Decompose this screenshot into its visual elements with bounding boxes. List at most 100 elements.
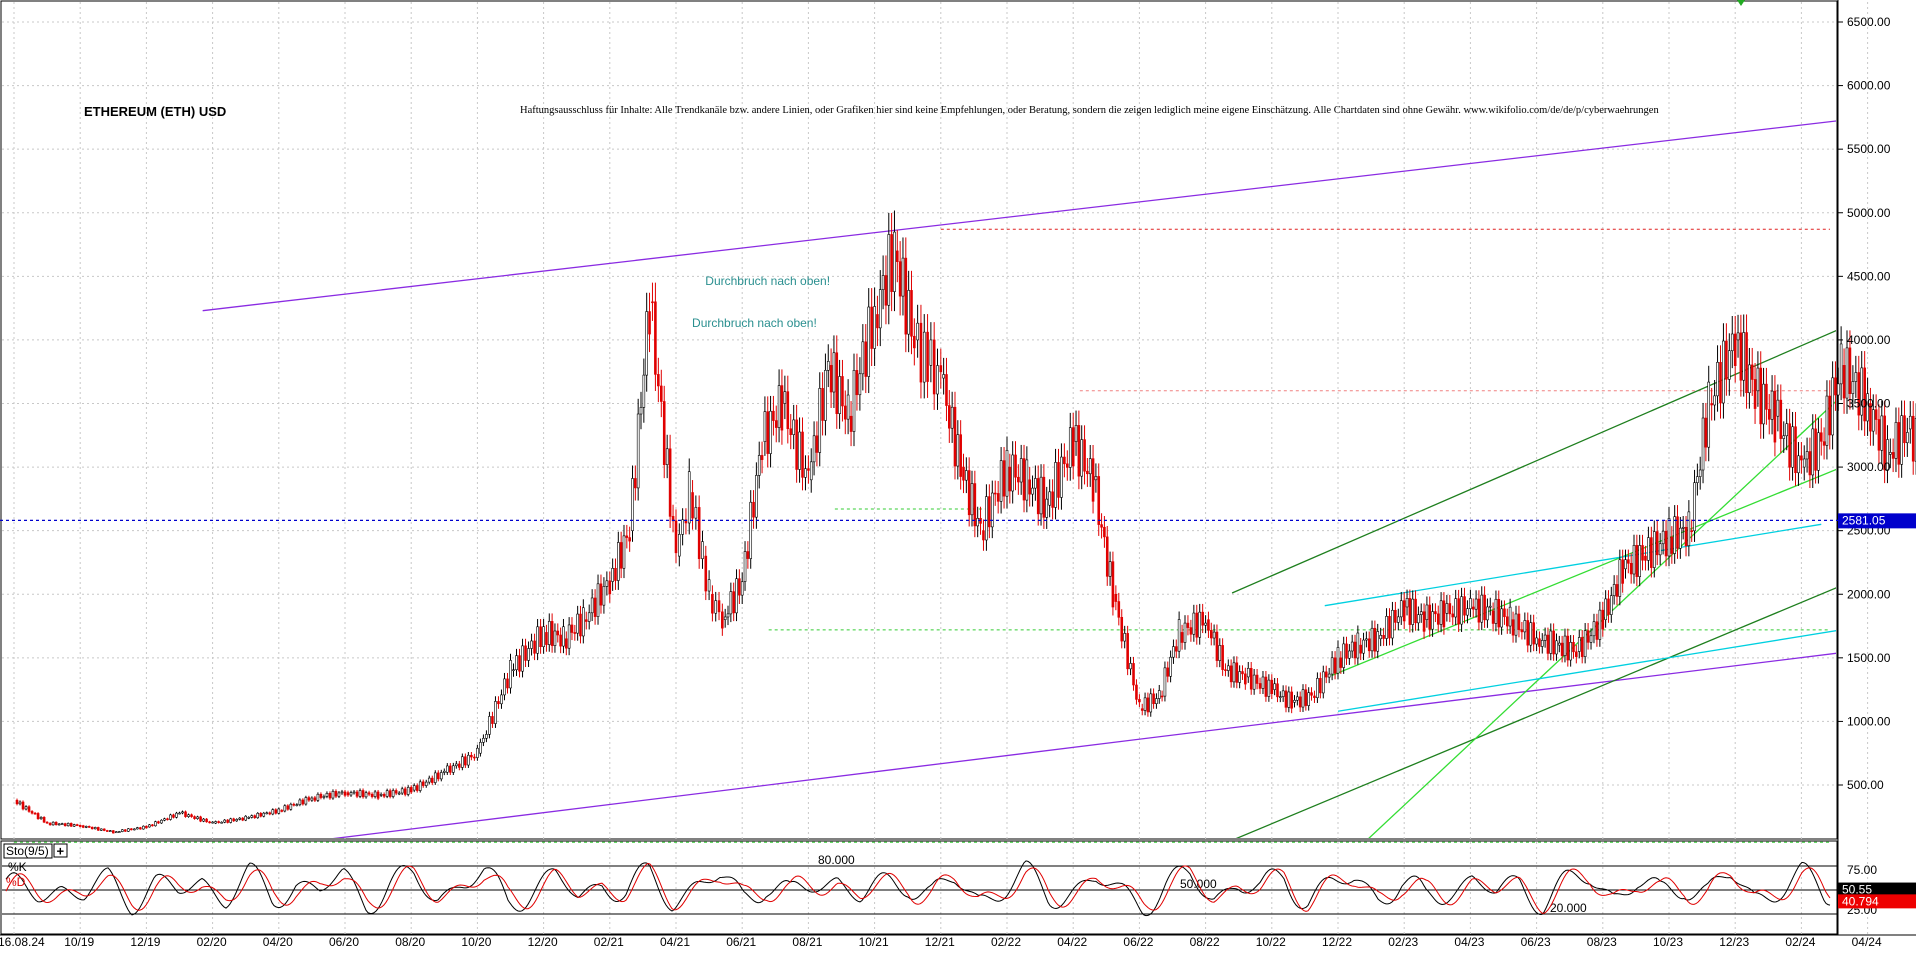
candle-body	[1327, 673, 1331, 678]
trend-lines	[202, 120, 1836, 838]
candle-body	[898, 261, 902, 297]
candle-body	[124, 829, 127, 832]
candle-body	[1900, 415, 1903, 465]
candle-body	[749, 501, 753, 559]
candle-body	[1641, 545, 1644, 561]
candle-body	[1903, 415, 1906, 444]
oscillator-add-button[interactable]	[53, 843, 68, 858]
trend-line	[1337, 630, 1836, 712]
candle-body	[1782, 435, 1786, 439]
candle-body	[142, 825, 145, 830]
candle-body	[1866, 393, 1869, 422]
candle-body	[913, 335, 916, 349]
candle-body	[1224, 669, 1227, 671]
candle-body	[636, 413, 640, 489]
horizontal-levels	[14, 228, 1830, 843]
candle-body	[127, 828, 130, 832]
candle-body	[280, 810, 284, 812]
candle-body	[1039, 476, 1043, 515]
candle-body	[993, 492, 997, 495]
candle-body	[1273, 683, 1276, 690]
candle-body	[634, 478, 637, 489]
candle-body	[48, 822, 52, 826]
candle-body	[1667, 518, 1671, 557]
candle-body	[1287, 691, 1291, 708]
stoch-d-line	[5, 862, 1831, 914]
candle-body	[1698, 469, 1702, 477]
candle-body	[967, 470, 971, 516]
candle-body	[611, 568, 614, 582]
candle-body	[838, 376, 841, 414]
candle-body	[1017, 476, 1020, 483]
candle-body	[121, 829, 124, 832]
candle-body	[988, 496, 991, 528]
candle-body	[1612, 584, 1616, 596]
candle-body	[1491, 610, 1495, 624]
candle-body	[605, 580, 609, 587]
candle-body	[476, 747, 479, 758]
candle-body	[1183, 622, 1187, 643]
candle-body	[66, 823, 70, 827]
candle-body	[400, 788, 404, 794]
candle-body	[39, 816, 43, 820]
oscillator-name-box	[3, 843, 53, 859]
candle-body	[1463, 596, 1466, 616]
candle-body	[1701, 417, 1705, 471]
candle-body	[452, 765, 455, 773]
candle-body	[175, 812, 178, 818]
candle-body	[1466, 608, 1469, 616]
trend-line	[1368, 400, 1836, 838]
candle-body	[1350, 641, 1354, 652]
candle-body	[1526, 620, 1530, 646]
candle-body	[1460, 596, 1463, 625]
candle-body	[829, 365, 833, 393]
candle-body	[942, 374, 945, 379]
candle-body	[337, 792, 341, 797]
candle-body	[102, 828, 106, 831]
candle-body	[1785, 423, 1788, 437]
candle-body	[878, 289, 882, 329]
candle-body	[1439, 600, 1443, 625]
x-tick-label: 06/23	[1521, 935, 1551, 948]
candle-body	[1713, 395, 1716, 406]
candle-body	[307, 797, 311, 801]
candle-body	[1497, 598, 1501, 628]
candle-body	[1146, 697, 1150, 713]
candle-body	[334, 791, 338, 797]
candle-body	[1808, 451, 1812, 476]
candle-body	[1031, 487, 1034, 495]
candle-body	[1152, 693, 1155, 705]
x-tick-label: 10/19	[64, 935, 94, 948]
candle-body	[1742, 332, 1746, 381]
candle-body	[1730, 333, 1734, 352]
candle-body	[78, 824, 82, 827]
candle-body	[1365, 638, 1368, 641]
candle-body	[81, 825, 85, 828]
candle-body	[1140, 708, 1144, 711]
candle-body	[841, 376, 844, 407]
candle-body	[241, 817, 244, 821]
candle-body	[96, 827, 100, 831]
candle-body	[343, 791, 347, 796]
candle-body	[1442, 600, 1446, 628]
candle-body	[442, 770, 446, 773]
candle-body	[1607, 598, 1610, 615]
trend-line	[1231, 329, 1836, 594]
candle-body	[319, 793, 323, 798]
candle-body	[253, 815, 257, 819]
candle-body	[861, 341, 865, 375]
candle-body	[962, 466, 965, 481]
candle-body	[619, 542, 623, 569]
trend-line	[1235, 587, 1836, 838]
candle-body	[118, 831, 121, 833]
candle-body	[1759, 367, 1763, 425]
candle-body	[133, 828, 136, 831]
candle-body	[1560, 642, 1564, 656]
candle-body	[678, 534, 681, 557]
candle-body	[325, 793, 329, 797]
candle-body	[1805, 451, 1809, 460]
candle-body	[1117, 601, 1121, 618]
osc-tick-label: 75.00	[1847, 863, 1877, 877]
candle-body	[1621, 559, 1624, 584]
candle-body	[922, 331, 926, 383]
